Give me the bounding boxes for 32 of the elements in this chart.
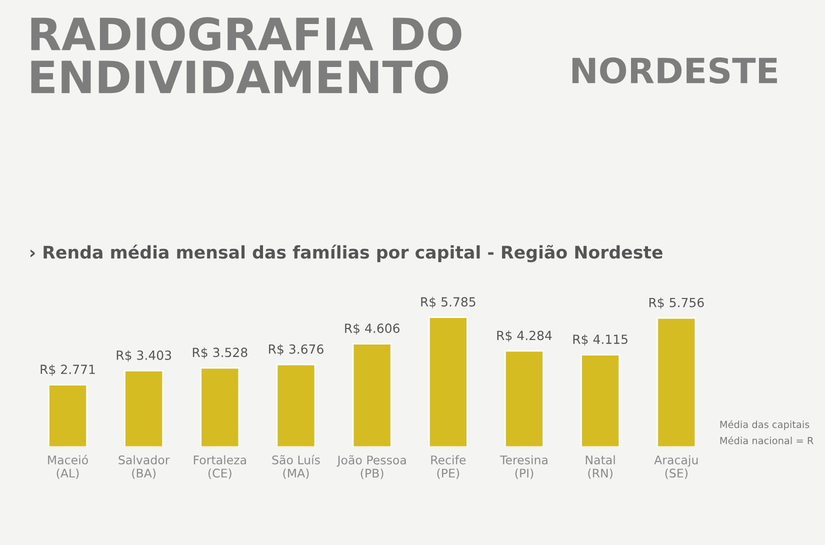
x-tick-label: Salvador (BA) (118, 455, 170, 479)
data-label: R$ 5.785 (421, 296, 476, 308)
text: Média das capitais (720, 420, 810, 430)
text: NORDESTE (572, 57, 777, 84)
data-label: R$ 3.403 (116, 350, 172, 362)
x-tick-label: Aracaju (SE) (654, 455, 698, 479)
data-label: R$ 5.756 (649, 298, 704, 309)
data-label: R$ 4.115 (573, 334, 628, 346)
x-tick-label: João Pessoa (PB) (336, 455, 406, 480)
data-label: R$ 2.771 (40, 364, 95, 376)
bar (428, 316, 468, 447)
bar (48, 384, 88, 447)
x-tick-label: Natal (RN) (586, 455, 615, 479)
x-tick-label: Fortaleza (CE) (194, 455, 246, 479)
bar (124, 370, 164, 447)
x-tick-label: Teresina (PI) (500, 455, 548, 479)
data-label: R$ 3.528 (192, 347, 248, 359)
text: Média nacional = R (720, 436, 814, 444)
bar (656, 317, 696, 447)
bar (504, 350, 544, 447)
x-tick-label: São Luís (MA) (272, 454, 320, 479)
x-tick-label: Recife (PE) (431, 455, 466, 479)
chart-title: RADIOGRAFIA DO ENDIVIDAMENTO (31, 17, 462, 94)
data-label: R$ 4.606 (345, 323, 400, 335)
bar (352, 343, 392, 447)
chart-subtitle: › Renda média mensal das famílias por capital - Região Nordeste (30, 244, 662, 262)
bar (580, 354, 620, 447)
data-label: R$ 3.676 (269, 344, 324, 356)
data-label: R$ 4.284 (497, 330, 552, 342)
bar (276, 364, 316, 447)
bar (200, 367, 240, 447)
x-tick-label: Maceió (AL) (48, 454, 88, 479)
